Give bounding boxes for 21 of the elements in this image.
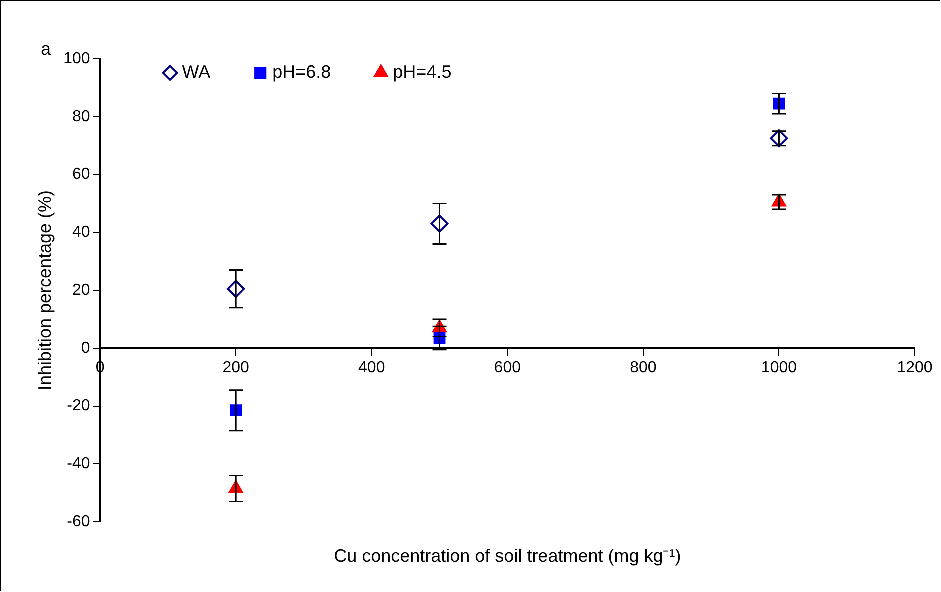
x-tick-label: 1200 (897, 359, 933, 376)
y-tick-label: 0 (81, 340, 90, 357)
legend-label: pH=6.8 (272, 62, 332, 82)
legend-label: WA (182, 62, 211, 82)
y-tick-label: -60 (67, 513, 90, 530)
y-axis-title: Inhibition percentage (%) (34, 190, 55, 391)
x-tick-label: 800 (630, 359, 657, 376)
y-tick-label: -40 (67, 456, 90, 473)
legend-label: pH=4.5 (393, 62, 452, 82)
y-tick-label: -20 (67, 398, 90, 415)
y-tick-label: 20 (72, 282, 90, 299)
y-tick-label: 60 (72, 166, 90, 184)
y-tick-label: 80 (72, 108, 90, 126)
x-tick-label: 400 (358, 359, 386, 376)
x-axis-title: Cu concentration of soil treatment (mg kg⁻¹) (334, 546, 682, 566)
x-tick-label: 1000 (761, 359, 798, 376)
y-tick-label: 100 (64, 50, 90, 68)
text: a (41, 38, 52, 59)
x-tick-label: 200 (222, 359, 250, 376)
y-tick-label: 40 (72, 224, 90, 242)
x-tick-label: 600 (494, 359, 522, 376)
